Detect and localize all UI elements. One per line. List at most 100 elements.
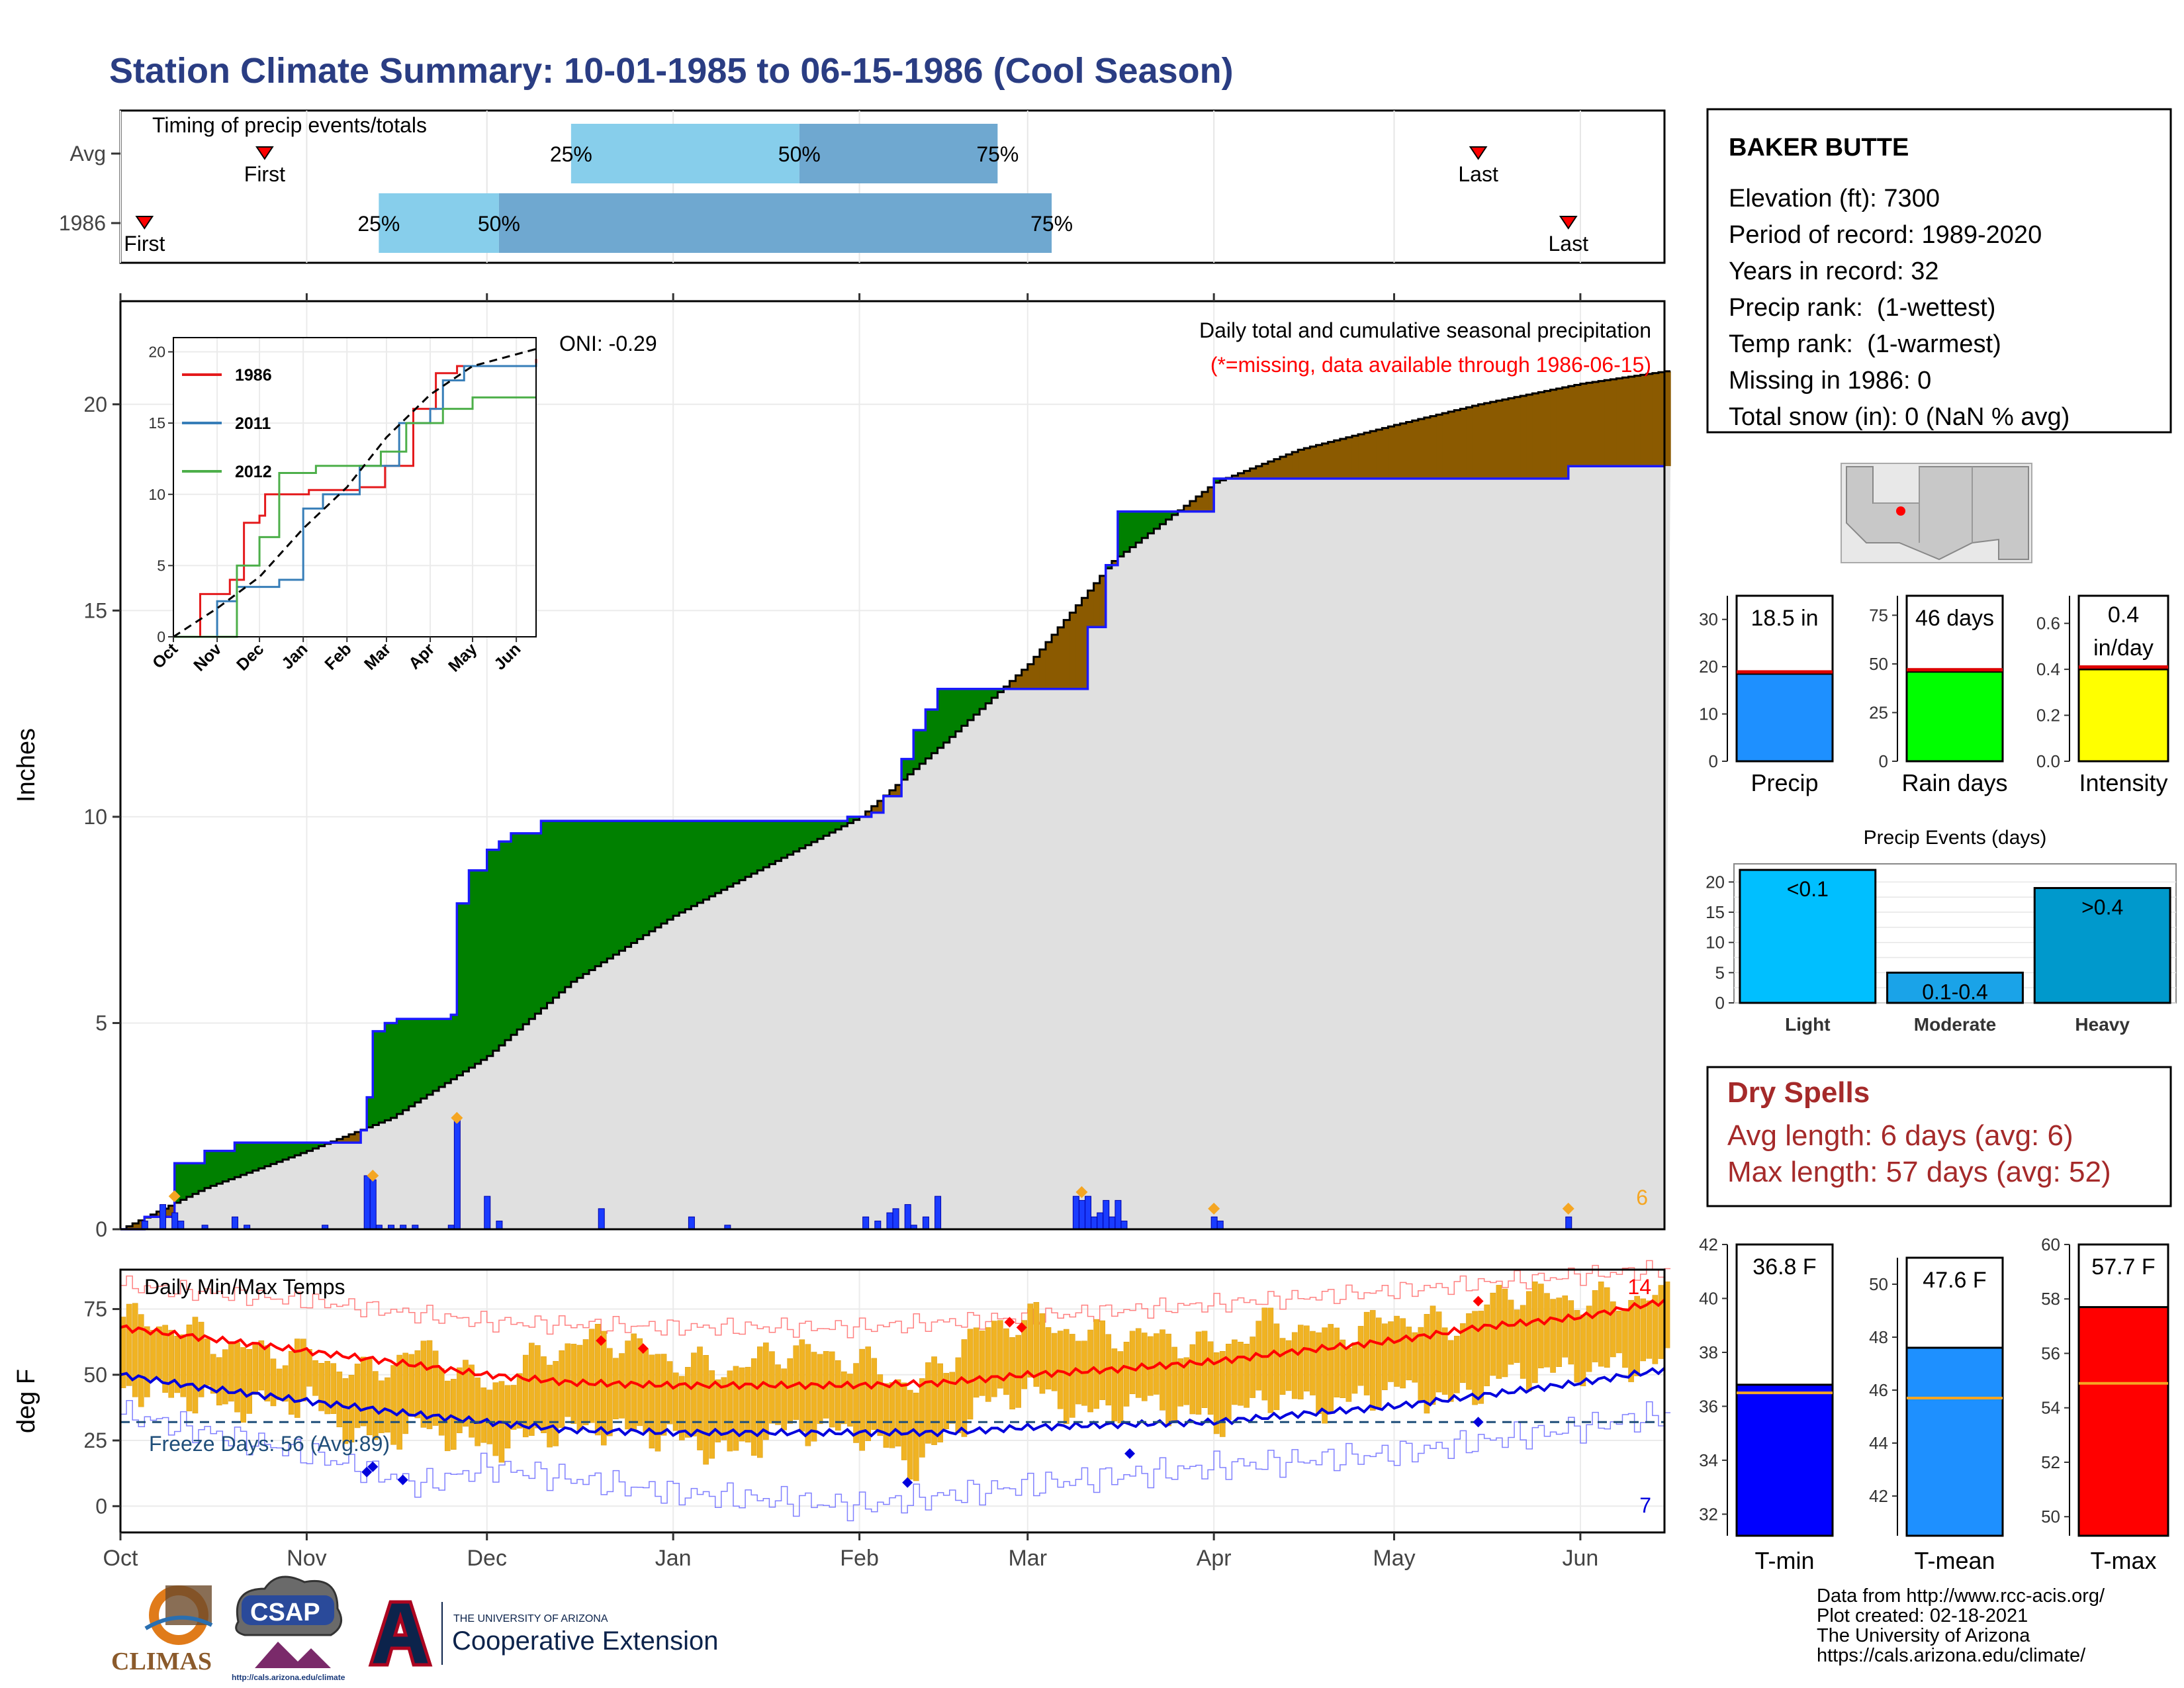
daily-temp-range-bar [432, 1350, 439, 1426]
daily-temp-range-bar [655, 1354, 661, 1452]
daily-temp-range-bar [1525, 1291, 1532, 1391]
deficit-fill [1052, 634, 1058, 689]
daily-temp-range-bar [1051, 1333, 1058, 1391]
daily-temp-range-bar [649, 1354, 655, 1449]
surplus-fill [246, 1143, 253, 1173]
record-max-count: 14 [1627, 1275, 1651, 1299]
surplus-fill [1105, 565, 1113, 569]
deficit-fill [1424, 417, 1431, 479]
mini-value-bar [2077, 668, 2169, 763]
temp-ytick-label: 75 [83, 1297, 107, 1321]
daily-temp-range-bar [1460, 1323, 1466, 1383]
daily-temp-range-bar [373, 1371, 379, 1440]
surplus-fill [661, 821, 668, 924]
daily-temp-range-bar [1238, 1342, 1244, 1406]
daily-temp-range-bar [264, 1345, 271, 1402]
daily-temp-range-bar [751, 1358, 757, 1456]
daily-temp-range-bar [715, 1379, 721, 1442]
surplus-fill [913, 730, 920, 769]
daily-precip-bar [141, 1221, 148, 1230]
temp-panel: 0 25 50 75 Oct Nov Dec Jan Feb Mar Apr May Jun deg F D… [13, 1260, 1671, 1571]
mini-value-label: in/day [2093, 635, 2154, 661]
mini-ytick-label: 0 [1879, 751, 1888, 771]
daily-temp-range-bar [336, 1371, 343, 1427]
inset-ytick-label: 15 [148, 414, 165, 432]
daily-temp-range-bar [1616, 1311, 1622, 1354]
surplus-fill [817, 821, 824, 839]
mini-value-label: 47.6 F [1923, 1268, 1986, 1293]
record-high-mark [1004, 1317, 1015, 1328]
daily-precip-bar [1216, 1221, 1224, 1230]
daily-temp-range-bar [168, 1330, 174, 1398]
station-line-missing: Missing in 1986: 0 [1729, 367, 1931, 395]
deficit-fill [1286, 454, 1293, 479]
daily-temp-range-bar [385, 1377, 390, 1432]
daily-temp-range-bar [1322, 1327, 1328, 1424]
surplus-fill [625, 821, 632, 947]
daily-temp-range-bar [1640, 1298, 1647, 1362]
surplus-fill [192, 1163, 199, 1194]
surplus-fill [295, 1143, 301, 1156]
surplus-fill [1165, 511, 1173, 520]
mini-ytick-label: 54 [2041, 1398, 2060, 1418]
daily-temp-range-bar [174, 1335, 181, 1393]
station-line-years: Years in record: 32 [1729, 258, 1939, 285]
daily-temp-range-bar [1232, 1339, 1238, 1405]
deficit-fill [1544, 391, 1551, 479]
daily-temp-range-bar [660, 1354, 667, 1436]
surplus-fill [967, 688, 974, 720]
surplus-fill [667, 821, 674, 920]
big-event-marker [367, 1169, 379, 1182]
timing-bar-50-75 [799, 124, 998, 183]
mini-ytick-label: 44 [1869, 1433, 1888, 1453]
daily-temp-range-bar [853, 1363, 859, 1443]
deficit-fill [1328, 442, 1335, 479]
missing-note: (*=missing, data available through 1986-… [1210, 353, 1651, 377]
surplus-fill [396, 1019, 404, 1114]
daily-temp-range-bar [763, 1342, 769, 1440]
daily-temp-range-bar [1267, 1307, 1274, 1413]
deficit-fill [1087, 590, 1095, 628]
mini-category-label: Rain days [1901, 769, 2007, 796]
deficit-fill [1064, 620, 1070, 689]
daily-temp-range-bar [805, 1344, 811, 1446]
precip-ytick-label: 0 [95, 1217, 107, 1241]
events-category-label: Light [1785, 1014, 1830, 1035]
daily-temp-range-bar [576, 1344, 583, 1431]
deficit-fill [1376, 429, 1383, 479]
deficit-fill [1412, 420, 1419, 479]
daily-temp-range-bar [547, 1364, 553, 1448]
daily-temp-range-bar [1484, 1304, 1490, 1387]
daily-temp-range-bar [210, 1354, 216, 1394]
deficit-fill [1646, 373, 1653, 467]
precip-legend-title: Daily total and cumulative seasonal prec… [1199, 318, 1651, 342]
record-max-line [120, 1260, 1671, 1338]
daily-temp-range-bar [1532, 1281, 1538, 1383]
deficit-fill [1520, 395, 1527, 479]
daily-temp-range-bar [234, 1342, 240, 1413]
surplus-fill [601, 821, 608, 962]
daily-temp-range-bar [510, 1385, 517, 1430]
temp-xtick-label: Jan [655, 1546, 692, 1571]
daily-temp-range-bar [126, 1303, 132, 1386]
surplus-fill [637, 821, 644, 939]
mini-value-bar [1905, 671, 2004, 763]
daily-temp-range-bar [1045, 1327, 1052, 1389]
precip-ytick-label: 5 [95, 1011, 107, 1035]
deficit-fill [1394, 424, 1401, 479]
surplus-fill [613, 821, 620, 955]
surplus-fill [697, 821, 704, 903]
inset-bg [173, 338, 536, 637]
daily-temp-range-bar [997, 1320, 1003, 1389]
surplus-fill [565, 821, 572, 988]
timing-first-label: First [124, 232, 165, 256]
record-low-mark [1473, 1417, 1484, 1428]
dry-spells-max: Max length: 57 days (avg: 52) [1727, 1156, 2111, 1188]
surplus-fill [199, 1163, 205, 1192]
deficit-fill [1202, 492, 1208, 512]
daily-temp-range-bar [270, 1358, 277, 1407]
daily-temp-range-bar [931, 1356, 937, 1445]
precip-events-chart: Precip Events (days) <0.1 Light 0.1-0.4 Mode… [1706, 827, 2177, 1035]
daily-temp-range-bar [817, 1354, 823, 1425]
